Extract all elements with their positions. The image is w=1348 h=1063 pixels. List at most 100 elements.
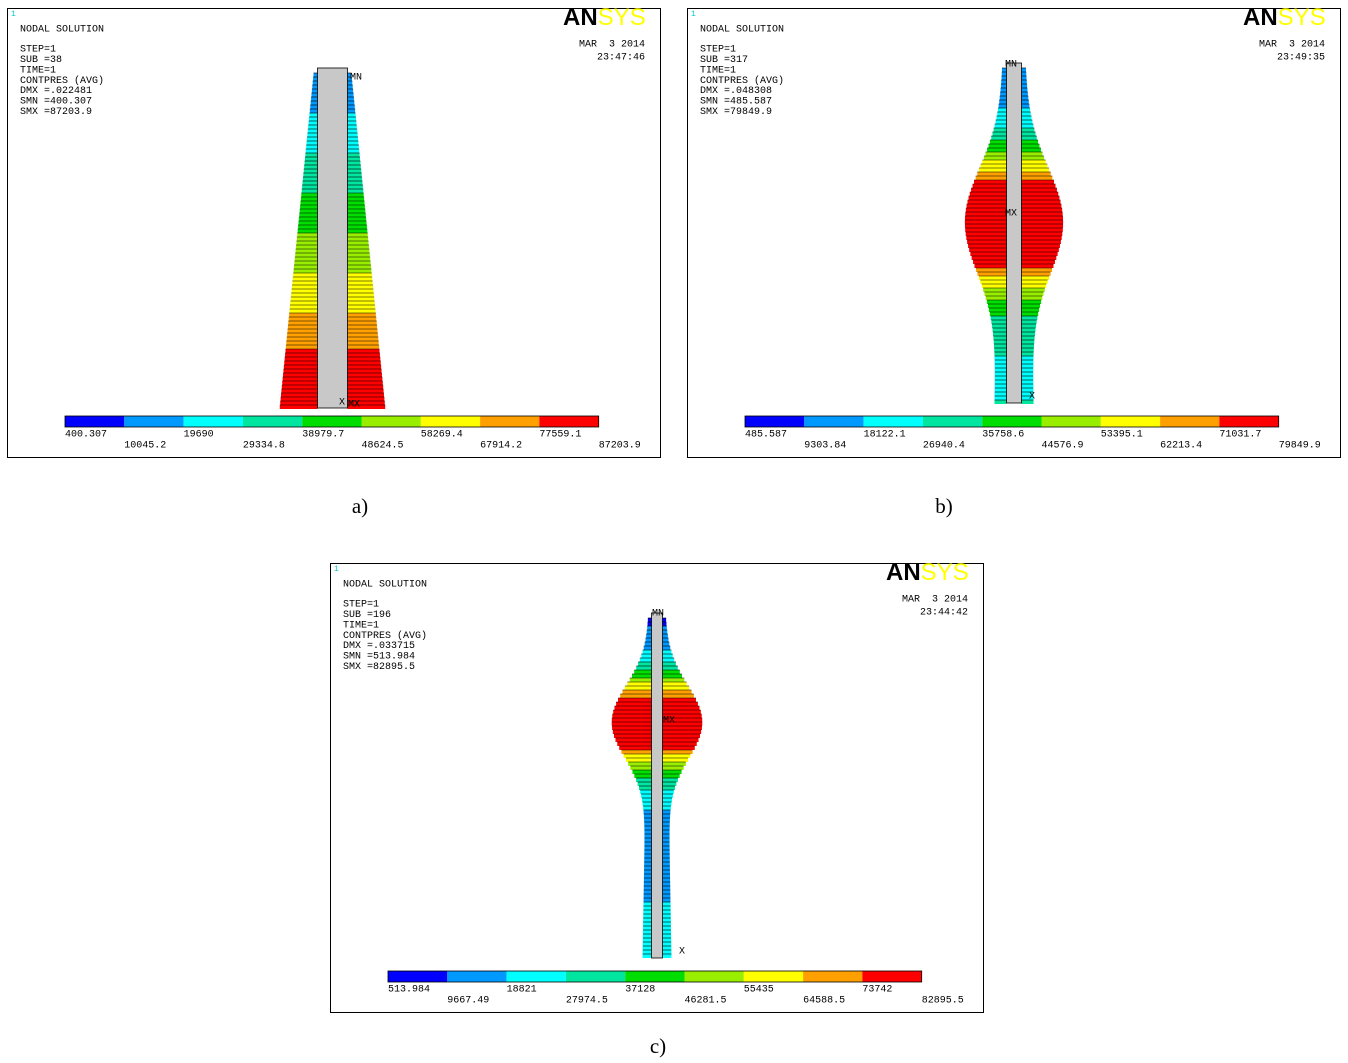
contour-strip <box>980 280 1006 284</box>
date: MAR 3 2014 <box>579 40 645 51</box>
contour-strip <box>348 349 380 353</box>
contour-strip <box>632 674 652 678</box>
contour-strip <box>348 181 363 185</box>
contour-strip <box>348 285 374 289</box>
info-line: TIME=1 <box>700 65 736 76</box>
contour-strip <box>995 372 1007 376</box>
contour-strip <box>663 686 690 690</box>
contour-strip <box>348 121 357 125</box>
colorbar-segment <box>1101 416 1160 427</box>
contour-strip <box>348 273 372 277</box>
contour-strip <box>643 802 652 806</box>
contour-strip <box>970 192 1007 196</box>
contour-strip <box>1022 276 1050 280</box>
contour-strip <box>647 630 652 634</box>
rigid-body <box>318 68 348 408</box>
contour-strip <box>663 806 671 810</box>
colorbar-segment <box>362 416 421 427</box>
contour-strip <box>1022 300 1042 304</box>
contour-strip <box>1022 376 1034 380</box>
contour-strip <box>302 189 318 193</box>
contour-strip <box>643 906 651 910</box>
contour-strip <box>348 89 354 93</box>
contour-strip <box>995 356 1007 360</box>
contour-strip <box>297 237 318 241</box>
contour-strip <box>1022 280 1048 284</box>
contour-strip <box>977 172 1006 176</box>
contour-strip <box>348 341 379 345</box>
contour-strip <box>348 225 367 229</box>
contour-strip <box>625 686 652 690</box>
contour-strip <box>636 666 651 670</box>
colorbar-segment <box>539 416 598 427</box>
contour-strip <box>663 770 682 774</box>
contour-strip <box>1022 288 1045 292</box>
contour-strip <box>1022 112 1031 116</box>
contour-strip <box>994 344 1006 348</box>
contour-strip <box>1022 336 1035 340</box>
contour-strip <box>1022 156 1045 160</box>
contour-strip <box>312 89 318 93</box>
contour-strip <box>301 193 317 197</box>
contour-strip <box>348 265 371 269</box>
contour-strip <box>994 340 1007 344</box>
contour-strip <box>348 169 362 173</box>
contour-strip <box>1022 196 1060 200</box>
contour-strip <box>1022 272 1051 276</box>
contour-strip <box>305 153 317 157</box>
contour-strip <box>644 822 651 826</box>
contour-strip <box>1001 88 1007 92</box>
colorbar-segment <box>744 971 803 982</box>
contour-strip <box>612 714 651 718</box>
contour-strip <box>1022 340 1035 344</box>
contour-strip <box>303 173 317 177</box>
colorbar-segment <box>1042 416 1101 427</box>
info-line: DMX =.048308 <box>700 86 772 97</box>
rigid-body <box>652 613 663 958</box>
contour-strip <box>1000 92 1006 96</box>
contour-strip <box>348 213 366 217</box>
contour-strip <box>643 902 651 906</box>
contour-strip <box>663 646 671 650</box>
colorbar-segment <box>803 971 862 982</box>
contour-strip <box>348 117 356 121</box>
colorbar-label: 9303.84 <box>804 441 846 452</box>
colorbar-segment <box>566 971 625 982</box>
contour-strip <box>643 930 652 934</box>
contour-strip <box>348 253 370 257</box>
time: 23:47:46 <box>597 53 645 64</box>
contour-strip <box>616 702 651 706</box>
contour-strip <box>618 698 651 702</box>
contour-strip <box>990 140 1007 144</box>
contour-strip <box>622 690 651 694</box>
figure: 1NODAL SOLUTIONSTEP=1SUB =38TIME=1CONTPR… <box>0 0 1348 1063</box>
contour-strip <box>1022 96 1029 100</box>
contour-strip <box>995 360 1007 364</box>
contour-strip <box>643 934 652 938</box>
contour-strip <box>612 718 652 722</box>
contour-strip <box>288 325 318 329</box>
contour-strip <box>1022 200 1061 204</box>
colorbar-label: 38979.7 <box>302 430 344 441</box>
contour-strip <box>663 754 691 758</box>
contour-strip <box>663 758 689 762</box>
contour-strip <box>995 368 1007 372</box>
contour-strip <box>281 389 317 393</box>
contour-strip <box>348 345 380 349</box>
contour-strip <box>630 678 652 682</box>
contour-strip <box>348 305 376 309</box>
contour-strip <box>640 790 651 794</box>
contour-strip <box>996 116 1006 120</box>
contour-strip <box>1022 148 1041 152</box>
logo-an: AN <box>563 4 598 31</box>
contour-strip <box>300 209 318 213</box>
contour-strip <box>1022 128 1035 132</box>
contour-strip <box>974 180 1006 184</box>
colorbar-label: 26940.4 <box>923 441 965 452</box>
contour-strip <box>289 317 318 321</box>
contour-strip <box>286 341 317 345</box>
info-line: STEP=1 <box>343 600 379 611</box>
info-line: STEP=1 <box>700 45 736 56</box>
contour-strip <box>348 365 382 369</box>
contour-strip <box>977 272 1006 276</box>
